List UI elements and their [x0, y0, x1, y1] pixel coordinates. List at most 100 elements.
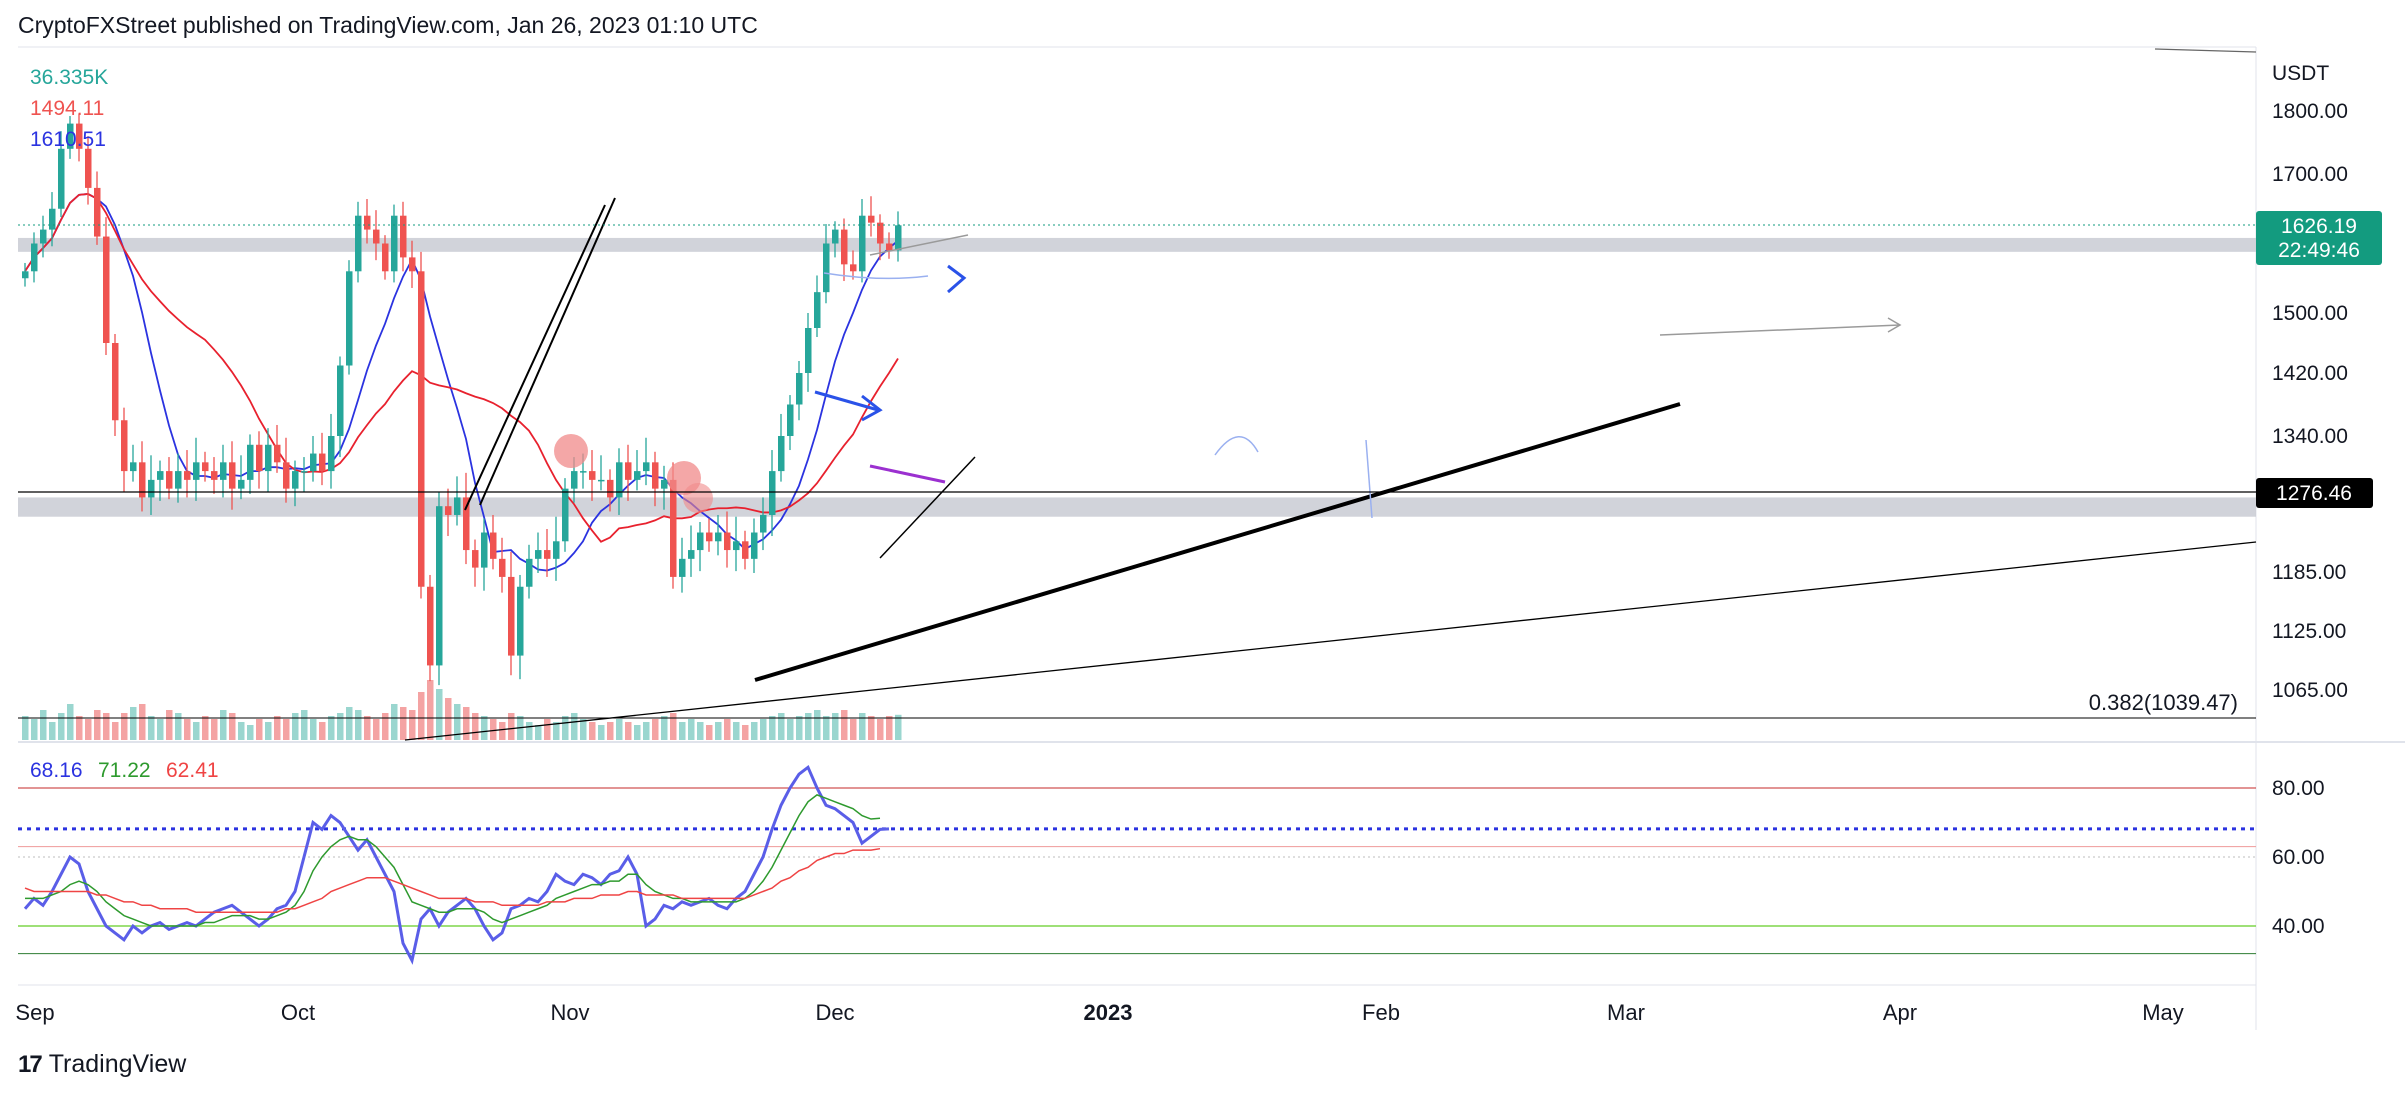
- candle-body: [112, 343, 119, 421]
- volume-bar: [544, 719, 551, 740]
- volume-bar: [364, 716, 371, 740]
- volume-bar: [571, 713, 578, 740]
- volume-bar: [310, 719, 317, 740]
- candle-body: [607, 479, 614, 498]
- volume-bar: [463, 707, 470, 740]
- candle-body: [697, 532, 704, 551]
- volume-bar: [85, 719, 92, 740]
- candle-body: [220, 462, 227, 480]
- volume-bar: [211, 719, 218, 740]
- volume-bar: [841, 710, 848, 740]
- candle-body: [229, 462, 236, 489]
- candle-body: [589, 471, 596, 480]
- volume-bar: [706, 725, 713, 740]
- candle-body: [391, 215, 398, 272]
- marker-circle-1[interactable]: [554, 434, 588, 468]
- marker-circle-3[interactable]: [683, 483, 713, 513]
- candle-body: [742, 541, 749, 559]
- time-label: Apr: [1883, 1000, 1917, 1025]
- volume-bar: [526, 722, 533, 740]
- trendline-long[interactable]: [404, 541, 2257, 741]
- trendline-drawings: [404, 48, 2257, 741]
- volume-bar: [409, 710, 416, 740]
- volume-bar: [445, 698, 452, 740]
- blue-curve: [823, 272, 929, 280]
- candle-body: [517, 586, 524, 656]
- candle-body: [886, 243, 893, 251]
- time-label: May: [2142, 1000, 2184, 1025]
- projection-arrow-grey-1[interactable]: [869, 234, 969, 256]
- volume-bar: [598, 725, 605, 740]
- candle-body: [634, 471, 641, 480]
- candle-body: [409, 257, 416, 272]
- legend-volume: 36.335K: [30, 66, 108, 89]
- candle-body: [769, 471, 776, 515]
- candle-body: [382, 243, 389, 272]
- volume-bar: [58, 713, 65, 740]
- volume-bar: [76, 716, 83, 740]
- rsi-tick-label: 40.00: [2272, 915, 2325, 938]
- candle-body: [157, 471, 164, 480]
- price-zone-1[interactable]: [18, 497, 2256, 517]
- candle-body: [787, 404, 794, 436]
- candle-body: [22, 271, 29, 279]
- time-label: Mar: [1607, 1000, 1645, 1025]
- volume-bar: [31, 719, 38, 740]
- candle-body: [868, 215, 875, 223]
- volume-bar: [328, 716, 335, 740]
- volume-bar: [607, 722, 614, 740]
- legend-ma-slow: 1494.11: [30, 97, 104, 120]
- candle-body: [895, 225, 902, 251]
- volume-bar: [130, 707, 137, 740]
- channel-line-1[interactable]: [464, 204, 606, 511]
- volume-bar: [454, 704, 461, 740]
- current-price-badge: 1626.19 22:49:46: [2256, 211, 2382, 265]
- volume-bar: [850, 719, 857, 740]
- candle-body: [526, 558, 533, 587]
- fib-label: 0.382(1039.47): [2089, 690, 2238, 715]
- projection-arrow-grey-2[interactable]: [1659, 324, 1901, 336]
- rsi-legend-1: 68.16: [30, 759, 83, 782]
- candle-body: [202, 462, 209, 472]
- candle-body: [31, 243, 38, 272]
- purple-segment[interactable]: [869, 464, 946, 484]
- time-label: Feb: [1362, 1000, 1400, 1025]
- channel-line-3[interactable]: [879, 456, 976, 559]
- price-zone-0[interactable]: [18, 237, 2256, 252]
- support-resistance-zones: [18, 237, 2256, 517]
- candle-body: [436, 506, 443, 666]
- current-price-countdown: 22:49:46: [2278, 239, 2360, 262]
- candle-body: [67, 123, 74, 149]
- rsi-tick-label: 80.00: [2272, 777, 2325, 800]
- price-tick-label: 1065.00: [2272, 679, 2348, 702]
- volume-bar: [661, 716, 668, 740]
- channel-line-2[interactable]: [479, 197, 616, 506]
- volume-bar: [283, 719, 290, 740]
- price-tick-label: 1500.00: [2272, 302, 2348, 325]
- volume-bar: [886, 716, 893, 740]
- volume-bar: [247, 725, 254, 740]
- volume-bar: [103, 713, 110, 740]
- volume-bar: [868, 716, 875, 740]
- candle-body: [445, 506, 452, 515]
- top-right-line: [2154, 48, 2257, 53]
- candle-body: [760, 514, 767, 533]
- candle-body: [715, 532, 722, 542]
- candle-body: [544, 550, 551, 559]
- candle-body: [454, 497, 461, 515]
- volume-bar: [157, 719, 164, 740]
- candle-body: [121, 420, 128, 472]
- volume-bar: [832, 713, 839, 740]
- volume-bar: [742, 725, 749, 740]
- candle-body: [328, 436, 335, 472]
- blue-arrow-1[interactable]: [814, 390, 879, 412]
- volume-bar: [49, 722, 56, 740]
- volume-bar: [823, 716, 830, 740]
- volume-bar: [148, 716, 155, 740]
- blue-arrow-1-head: [861, 394, 883, 422]
- trendline-major[interactable]: [754, 402, 1681, 682]
- rsi-levels: [18, 787, 2256, 955]
- candle-body: [850, 264, 857, 272]
- volume-bar: [346, 707, 353, 740]
